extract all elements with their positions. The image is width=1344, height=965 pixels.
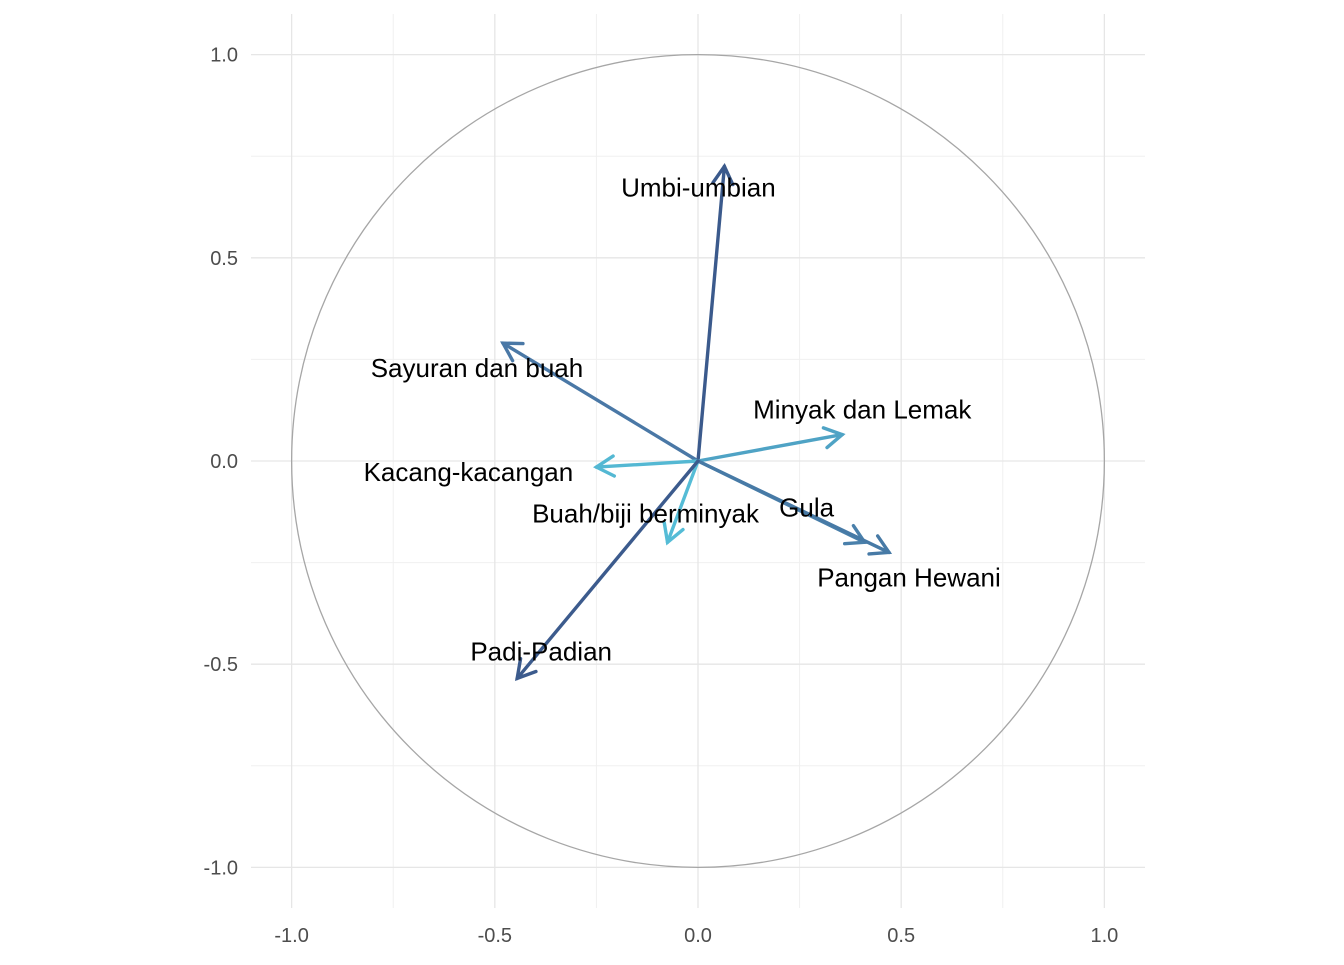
arrow-minyak-dan-lemak — [696, 426, 846, 463]
y-tick-label: 0.0 — [210, 451, 238, 473]
x-tick-label: -0.5 — [478, 925, 512, 947]
variable-label-kacang-kacangan: Kacang-kacangan — [364, 457, 574, 487]
variable-label-buah-biji-berminyak: Buah/biji berminyak — [532, 498, 760, 528]
x-tick-label: 0.5 — [887, 925, 915, 947]
variable-label-minyak-dan-lemak: Minyak dan Lemak — [753, 395, 972, 425]
y-tick-label: 0.5 — [210, 248, 238, 270]
arrow-head-sayuran-dan-buah — [500, 341, 525, 363]
arrow-head-minyak-dan-lemak — [821, 426, 846, 450]
arrow-shaft-minyak-dan-lemak — [696, 432, 844, 463]
arrow-head-umbi-umbian — [711, 162, 735, 187]
arrow-padi-padian — [514, 459, 700, 682]
arrow-shaft-kacang-kacangan — [594, 459, 700, 469]
variable-labels-layer: Umbi-umbian Sayuran dan buah Minyak dan Le… — [364, 172, 1001, 666]
arrow-shaft-pangan-hewani — [696, 459, 891, 555]
x-axis-ticks: -1.0 -0.5 0.0 0.5 1.0 — [274, 925, 1118, 947]
arrow-head-padi-padian — [514, 656, 538, 682]
arrow-pangan-hewani — [696, 459, 893, 556]
unit-circle-layer — [290, 53, 1106, 869]
arrow-shaft-sayuran-dan-buah — [501, 341, 700, 463]
arrow-kacang-kacangan — [593, 454, 700, 478]
y-axis-ticks: -1.0 -0.5 0.0 0.5 1.0 — [204, 45, 238, 880]
variable-label-pangan-hewani: Pangan Hewani — [817, 562, 1001, 592]
arrow-shaft-buah-biji-berminyak — [665, 459, 700, 544]
arrow-shaft-umbi-umbian — [696, 164, 727, 463]
y-tick-label: -0.5 — [204, 654, 238, 676]
arrow-shaft-padi-padian — [515, 459, 700, 681]
variable-label-sayuran-dan-buah: Sayuran dan buah — [371, 353, 584, 383]
variable-label-padi-padian: Padi-Padian — [470, 636, 612, 666]
y-tick-label: -1.0 — [204, 857, 238, 879]
arrow-sayuran-dan-buah — [500, 341, 700, 463]
variable-label-umbi-umbian: Umbi-umbian — [621, 172, 776, 202]
unit-circle — [290, 53, 1106, 869]
arrow-umbi-umbian — [696, 162, 735, 463]
arrow-buah-biji-berminyak — [662, 459, 700, 546]
y-tick-label: 1.0 — [210, 45, 238, 67]
x-tick-label: 0.0 — [684, 925, 712, 947]
x-tick-label: -1.0 — [274, 925, 308, 947]
arrow-head-buah-biji-berminyak — [662, 520, 685, 546]
variable-label-gula: Gula — [779, 492, 834, 522]
x-tick-label: 1.0 — [1090, 925, 1118, 947]
arrow-head-kacang-kacangan — [593, 454, 616, 478]
arrow-head-pangan-hewani — [867, 534, 893, 556]
arrows-layer — [500, 162, 893, 682]
